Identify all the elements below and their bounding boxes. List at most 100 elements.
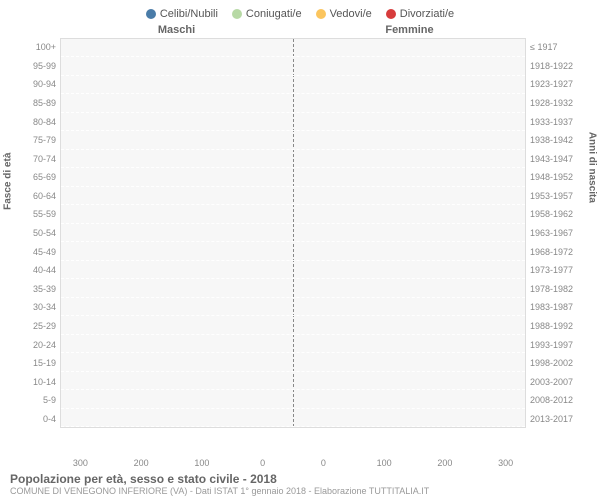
pyramid-row	[61, 409, 525, 427]
header-row: Maschi Femmine	[10, 24, 590, 36]
pyramid-row	[61, 353, 525, 371]
y-axis-left: 100+95-9990-9485-8980-8475-7970-7465-696…	[10, 38, 60, 428]
y-tick-right: 1958-1962	[526, 205, 590, 224]
y-tick-left: 35-39	[10, 280, 60, 299]
x-tick: 100	[354, 458, 415, 472]
x-tick: 0	[293, 458, 354, 472]
chart-area: Fasce di età Anni di nascita 100+95-9990…	[10, 38, 590, 428]
x-axis-right: 0100200300	[293, 458, 536, 472]
y-tick-right: ≤ 1917	[526, 38, 590, 57]
header-female: Femmine	[293, 24, 526, 36]
y-tick-right: 1968-1972	[526, 242, 590, 261]
y-tick-right: 1983-1987	[526, 298, 590, 317]
pyramid-row	[61, 242, 525, 260]
y-tick-right: 1988-1992	[526, 317, 590, 336]
y-tick-right: 1963-1967	[526, 224, 590, 243]
pyramid-row	[61, 168, 525, 186]
y-tick-left: 45-49	[10, 242, 60, 261]
plot-area	[60, 38, 526, 428]
y-tick-right: 1933-1937	[526, 112, 590, 131]
pyramid-row	[61, 390, 525, 408]
y-tick-right: 1993-1997	[526, 335, 590, 354]
y-axis-right-title: Anni di nascita	[587, 132, 598, 203]
pyramid-row	[61, 76, 525, 94]
legend-item: Celibi/Nubili	[146, 8, 218, 20]
y-tick-left: 80-84	[10, 112, 60, 131]
y-tick-left: 65-69	[10, 168, 60, 187]
legend-label: Coniugati/e	[246, 8, 302, 20]
y-tick-left: 50-54	[10, 224, 60, 243]
pyramid-row	[61, 113, 525, 131]
legend-swatch	[146, 9, 156, 19]
legend: Celibi/Nubili Coniugati/e Vedovi/e Divorzia…	[10, 8, 590, 20]
legend-swatch	[386, 9, 396, 19]
y-axis-left-title: Fasce di età	[3, 153, 14, 210]
x-axis: 3002001000 0100200300	[50, 458, 536, 472]
legend-label: Vedovi/e	[330, 8, 372, 20]
pyramid-row	[61, 150, 525, 168]
pyramid-row	[61, 298, 525, 316]
pyramid-row	[61, 335, 525, 353]
x-tick: 200	[415, 458, 476, 472]
pyramid-row	[61, 39, 525, 57]
legend-label: Celibi/Nubili	[160, 8, 218, 20]
header-male: Maschi	[60, 24, 293, 36]
y-tick-left: 95-99	[10, 57, 60, 76]
y-tick-right: 1938-1942	[526, 131, 590, 150]
y-tick-left: 25-29	[10, 317, 60, 336]
y-tick-left: 40-44	[10, 261, 60, 280]
legend-item: Divorziati/e	[386, 8, 454, 20]
y-tick-right: 1973-1977	[526, 261, 590, 280]
y-tick-left: 30-34	[10, 298, 60, 317]
y-tick-right: 1948-1952	[526, 168, 590, 187]
pyramid-row	[61, 372, 525, 390]
y-tick-left: 75-79	[10, 131, 60, 150]
y-tick-right: 1998-2002	[526, 354, 590, 373]
y-axis-right: ≤ 19171918-19221923-19271928-19321933-19…	[526, 38, 590, 428]
y-tick-right: 1943-1947	[526, 149, 590, 168]
legend-swatch	[316, 9, 326, 19]
x-axis-left: 3002001000	[50, 458, 293, 472]
legend-item: Vedovi/e	[316, 8, 372, 20]
pyramid-row	[61, 279, 525, 297]
footer: Popolazione per età, sesso e stato civil…	[10, 472, 590, 496]
y-tick-left: 15-19	[10, 354, 60, 373]
y-tick-left: 55-59	[10, 205, 60, 224]
y-tick-left: 90-94	[10, 75, 60, 94]
pyramid-row	[61, 131, 525, 149]
y-tick-right: 2003-2007	[526, 372, 590, 391]
y-tick-right: 1928-1932	[526, 94, 590, 113]
y-tick-right: 2008-2012	[526, 391, 590, 410]
pyramid-row	[61, 94, 525, 112]
pyramid-row	[61, 224, 525, 242]
y-tick-right: 1923-1927	[526, 75, 590, 94]
legend-item: Coniugati/e	[232, 8, 302, 20]
pyramid-row	[61, 57, 525, 75]
chart-container: Celibi/Nubili Coniugati/e Vedovi/e Divorzia…	[0, 0, 600, 500]
footer-title: Popolazione per età, sesso e stato civil…	[10, 472, 590, 486]
y-tick-left: 0-4	[10, 410, 60, 429]
pyramid-row	[61, 316, 525, 334]
legend-swatch	[232, 9, 242, 19]
y-tick-left: 5-9	[10, 391, 60, 410]
x-tick: 300	[475, 458, 536, 472]
pyramid-row	[61, 261, 525, 279]
y-tick-right: 1953-1957	[526, 187, 590, 206]
legend-label: Divorziati/e	[400, 8, 454, 20]
x-tick: 200	[111, 458, 172, 472]
pyramid-row	[61, 205, 525, 223]
pyramid-row	[61, 187, 525, 205]
y-tick-left: 60-64	[10, 187, 60, 206]
y-tick-left: 85-89	[10, 94, 60, 113]
x-tick: 0	[232, 458, 293, 472]
x-tick: 300	[50, 458, 111, 472]
y-tick-left: 100+	[10, 38, 60, 57]
x-tick: 100	[172, 458, 233, 472]
y-tick-left: 70-74	[10, 149, 60, 168]
y-tick-left: 20-24	[10, 335, 60, 354]
y-tick-left: 10-14	[10, 372, 60, 391]
footer-subtitle: COMUNE DI VENEGONO INFERIORE (VA) - Dati…	[10, 486, 590, 496]
y-tick-right: 2013-2017	[526, 410, 590, 429]
y-tick-right: 1978-1982	[526, 280, 590, 299]
y-tick-right: 1918-1922	[526, 57, 590, 76]
